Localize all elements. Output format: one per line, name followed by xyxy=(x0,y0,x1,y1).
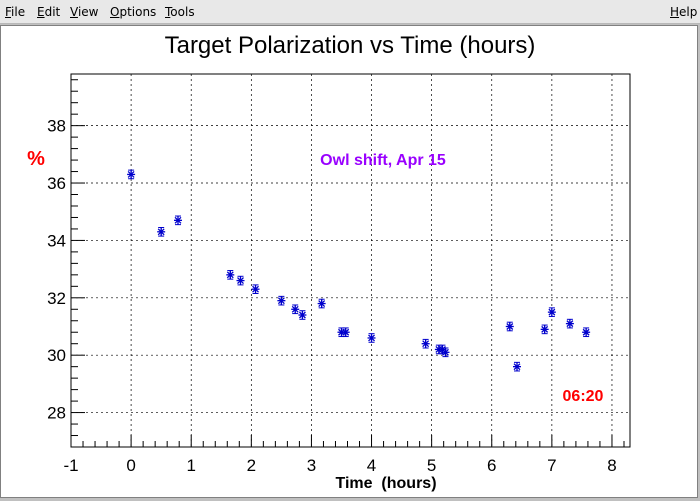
data-point xyxy=(317,298,326,309)
x-tick-label: 1 xyxy=(186,456,195,475)
marker-stroke xyxy=(157,228,165,236)
x-tick-label: -1 xyxy=(63,456,78,475)
y-tick-label: 30 xyxy=(47,346,66,365)
menu-bar: File Edit View Options Tools Help xyxy=(0,0,700,24)
x-tick-label: 5 xyxy=(427,456,436,475)
data-point xyxy=(547,307,556,317)
data-point xyxy=(421,338,430,349)
marker-stroke xyxy=(513,363,521,371)
marker-stroke xyxy=(368,334,375,342)
marker-stroke xyxy=(342,328,350,336)
marker-stroke xyxy=(174,216,182,224)
menu-help[interactable]: Help xyxy=(670,5,698,19)
annotation-time: 06:20 xyxy=(563,388,604,405)
y-tick-label: 32 xyxy=(47,289,66,308)
annotation-shift: Owl shift, Apr 15 xyxy=(320,152,446,169)
marker-stroke xyxy=(277,297,285,305)
marker-stroke xyxy=(291,305,299,313)
y-axis-label: % xyxy=(27,148,45,170)
data-point xyxy=(173,215,182,226)
x-tick-label: 2 xyxy=(247,456,256,475)
data-point xyxy=(367,333,376,343)
x-tick-label: 0 xyxy=(126,456,135,475)
menu-options[interactable]: Options xyxy=(110,5,157,19)
y-tick-label: 28 xyxy=(47,404,66,423)
data-point xyxy=(251,284,260,294)
menu-tools[interactable]: Tools xyxy=(165,5,195,19)
data-point xyxy=(236,275,245,286)
data-point xyxy=(226,270,235,280)
marker-stroke xyxy=(422,340,430,348)
grid xyxy=(70,74,630,447)
marker-stroke xyxy=(442,348,449,356)
data-point xyxy=(291,304,300,315)
data-point xyxy=(505,321,514,332)
menu-edit[interactable]: Edit xyxy=(37,5,61,19)
data-point xyxy=(540,324,549,335)
data-point xyxy=(565,318,574,329)
marker-stroke xyxy=(566,320,574,328)
x-tick-label: 8 xyxy=(607,456,616,475)
data-point xyxy=(441,347,450,358)
axis-ticks xyxy=(70,79,625,448)
marker-stroke xyxy=(226,271,234,279)
canvas[interactable]: Target Polarization vs Time (hours) -1 0 1… xyxy=(0,25,698,498)
x-tick-label: 7 xyxy=(547,456,556,475)
marker-stroke xyxy=(127,170,135,178)
data-point xyxy=(127,169,136,180)
marker-stroke xyxy=(541,325,549,333)
data-point xyxy=(157,227,166,237)
data-point xyxy=(298,310,307,320)
marker-stroke xyxy=(298,311,306,319)
x-tick-label: 6 xyxy=(487,456,496,475)
x-tick-label: 3 xyxy=(307,456,316,475)
menu-view[interactable]: View xyxy=(70,5,99,19)
marker-stroke xyxy=(582,328,590,336)
y-tick-label: 38 xyxy=(47,117,66,136)
menu-file[interactable]: File xyxy=(5,5,26,19)
plot-frame xyxy=(70,73,631,448)
marker-stroke xyxy=(252,285,259,293)
marker-stroke xyxy=(237,277,244,285)
data-point xyxy=(582,327,591,338)
data-point xyxy=(277,295,286,306)
marker-stroke xyxy=(506,323,514,330)
data-point xyxy=(341,327,350,338)
marker-stroke xyxy=(548,308,556,316)
marker-stroke xyxy=(318,300,326,307)
chart-title: Target Polarization vs Time (hours) xyxy=(165,32,536,59)
y-tick-label: 36 xyxy=(47,174,66,193)
x-axis-label: Time (hours) xyxy=(335,475,436,492)
data-points xyxy=(127,169,591,372)
x-tick-label: 4 xyxy=(367,456,376,475)
y-tick-label: 34 xyxy=(47,231,66,250)
data-point xyxy=(512,361,521,372)
plot-svg: Target Polarization vs Time (hours) -1 0 1… xyxy=(27,32,631,492)
